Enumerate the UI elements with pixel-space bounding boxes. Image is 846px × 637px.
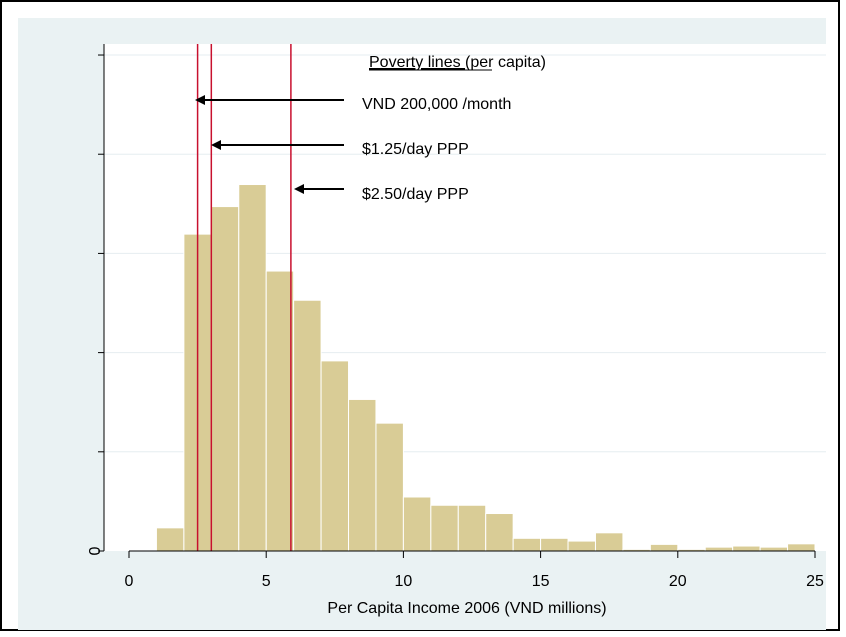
arrow-head-line2 bbox=[211, 140, 221, 150]
histogram-bar bbox=[375, 422, 404, 552]
histogram-bar bbox=[210, 206, 240, 552]
histogram-bar bbox=[759, 546, 789, 552]
x-axis-label: Per Capita Income 2006 (VND millions) bbox=[327, 600, 606, 617]
annotation-heading-underlined: Poverty lines bbox=[369, 54, 465, 71]
histogram-bar bbox=[155, 527, 185, 552]
annotation-heading-rest: (per capita) bbox=[465, 54, 546, 71]
histogram-bar bbox=[787, 543, 816, 552]
histogram-bar bbox=[732, 545, 761, 552]
x-tick-label: 25 bbox=[806, 573, 824, 590]
poverty-lines bbox=[196, 44, 292, 551]
annotation-heading: Poverty lines (per capita) bbox=[369, 54, 546, 71]
histogram-bar bbox=[402, 496, 432, 552]
y-axis-ticks bbox=[98, 54, 104, 552]
histogram-bar bbox=[265, 270, 295, 552]
histogram-bar bbox=[704, 546, 734, 552]
histogram-bar bbox=[430, 504, 459, 552]
x-axis-ticks: 0 5 10 15 20 25 bbox=[125, 551, 824, 590]
histogram-bar bbox=[348, 398, 377, 552]
histogram-bar bbox=[649, 543, 679, 552]
histogram-bar bbox=[485, 513, 514, 552]
x-tick-label: 15 bbox=[532, 573, 550, 590]
histogram-bar bbox=[512, 537, 542, 552]
y-tick-label: 0 bbox=[87, 546, 104, 555]
x-tick-label: 5 bbox=[262, 573, 271, 590]
histogram-bar bbox=[540, 537, 569, 552]
annotation-line1-label: VND 200,000 /month bbox=[362, 96, 511, 113]
histogram-bar bbox=[320, 360, 350, 552]
annotation-line2-label: $1.25/day PPP bbox=[362, 141, 469, 158]
histogram-bar bbox=[594, 532, 624, 552]
histogram-bar bbox=[238, 184, 267, 552]
histogram-bar bbox=[457, 504, 487, 552]
histogram-bar bbox=[567, 540, 596, 552]
x-tick-label: 10 bbox=[395, 573, 413, 590]
histogram-bars bbox=[155, 184, 816, 552]
x-tick-label: 20 bbox=[669, 573, 687, 590]
arrow-head-line1 bbox=[195, 95, 205, 105]
arrow-head-line3 bbox=[294, 184, 304, 194]
histogram-bar bbox=[293, 299, 322, 552]
x-tick-label: 0 bbox=[125, 573, 134, 590]
annotation-line3-label: $2.50/day PPP bbox=[362, 186, 469, 203]
